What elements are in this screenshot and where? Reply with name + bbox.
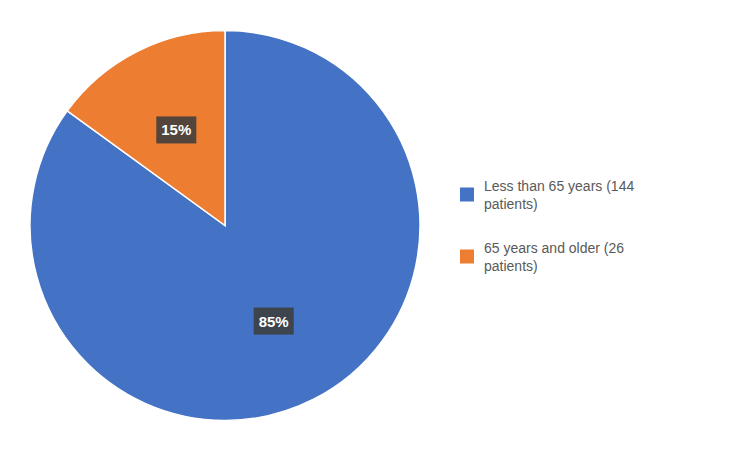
legend-label-line: 65 years and older (26 <box>484 240 624 256</box>
legend-swatch <box>460 188 474 202</box>
data-label: 15% <box>161 121 191 138</box>
chart: 85%15%Less than 65 years (144patients)65… <box>0 0 751 451</box>
slices <box>30 30 420 420</box>
data-label: 85% <box>259 313 289 330</box>
label-box <box>254 308 294 335</box>
pie-slice <box>30 31 420 421</box>
legend-label: Less than 65 years (144 patients) <box>484 178 634 212</box>
legend-label-line: patients) <box>484 258 538 274</box>
legend-label-line: Less than 65 years (144 <box>484 178 634 194</box>
legend: Less than 65 years (144patients)65 years… <box>460 178 634 274</box>
data-labels: 85% 15% <box>156 116 293 334</box>
legend-label: 65 years and older (26 patients) <box>484 240 624 274</box>
pie-slice <box>67 30 225 225</box>
legend-swatch <box>460 250 474 264</box>
label-box <box>156 116 196 143</box>
legend-label-line: patients) <box>484 196 538 212</box>
